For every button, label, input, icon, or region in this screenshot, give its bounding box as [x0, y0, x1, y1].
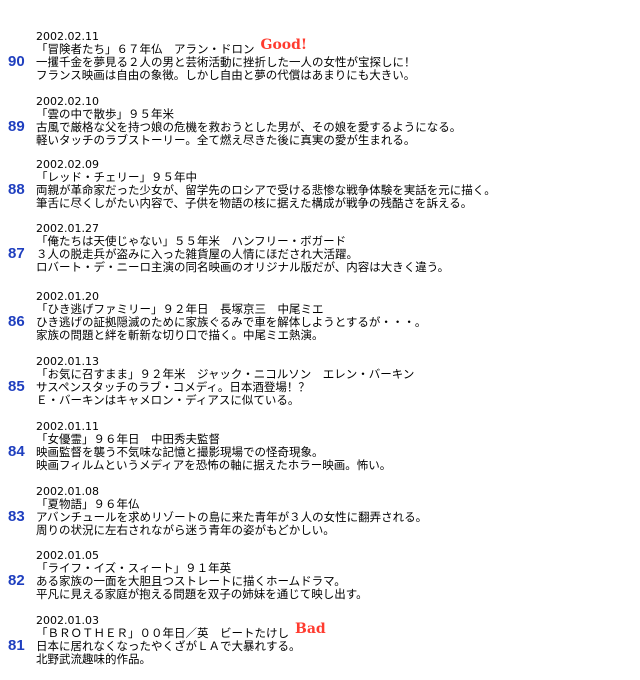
entry-synopsis: 両親が革命家だった少女が、留学先のロシアで受ける悲惨な戦争体験を実話を元に描く。: [36, 183, 496, 197]
movie-entry: 88 2002.02.09 「レッド・チェリー」９５年中 両親が革命家だった少女が、留…: [0, 158, 640, 214]
entry-title: 「ライフ・イズ・スィート」９１年英: [36, 561, 232, 575]
entry-number: 81: [8, 637, 25, 654]
movie-entry: 89 2002.02.10 「雲の中で散歩」９５年米 古風で厳格な父を持つ娘の危機を救…: [0, 95, 640, 151]
entry-title: 「俺たちは天使じゃない」５５年米 ハンフリー・ボガード: [36, 234, 347, 248]
entry-number: 84: [8, 443, 25, 460]
entry-title-line: 「夏物語」９６年仏: [36, 498, 140, 511]
entry-date: 2002.01.27: [36, 222, 99, 235]
entry-number: 89: [8, 118, 25, 135]
movie-entry: 87 2002.01.27 「俺たちは天使じゃない」５５年米 ハンフリー・ボガード ３…: [0, 222, 640, 278]
entry-title-line: 「レッド・チェリー」９５年中: [36, 171, 197, 184]
entry-synopsis: サスペンスタッチのラブ・コメディ。日本酒登場！？: [36, 380, 310, 394]
rating-stamp: Bad: [295, 621, 326, 637]
movie-entry: 86 2002.01.20 「ひき逃げファミリー」９２年日 長塚京三 中尾ミエ ひき逃…: [0, 290, 640, 346]
entry-comment: フランス映画は自由の象徴。しかし自由と夢の代償はあまりにも大きい。: [36, 68, 416, 82]
entry-comment: 軽いタッチのラブストーリー。全て燃え尽きた後に真実の愛が生まれる。: [36, 133, 416, 147]
entry-comment: 筆舌に尽くしがたい内容で、子供を物語の核に据えた構成が戦争の残酷さを訴える。: [36, 196, 473, 210]
movie-entry: 83 2002.01.08 「夏物語」９６年仏 アバンチュールを求めリゾートの島に来た…: [0, 485, 640, 541]
entry-title: 「お気に召すまま」９２年米 ジャック・ニコルソン エレン・バーキン: [36, 367, 415, 381]
entry-comment: 映画フィルムというメディアを恐怖の軸に据えたホラー映画。怖い。: [36, 458, 392, 472]
entry-synopsis: 日本に居れなくなったやくざがＬＡで大暴れする。: [36, 639, 301, 653]
entry-comment: ロバート・デ・ニーロ主演の同名映画のオリジナル版だが、内容は大きく違う。: [36, 260, 450, 274]
entry-date: 2002.01.20: [36, 290, 99, 303]
entry-comment: 家族の問題と絆を斬新な切り口で描く。中尾ミエ熱演。: [36, 328, 324, 342]
entry-number: 88: [8, 181, 25, 198]
entry-title-line: 「ライフ・イズ・スィート」９１年英: [36, 562, 231, 575]
entry-comment: 平凡に見える家庭が抱える問題を双子の姉妹を通じて映し出す。: [36, 587, 368, 601]
entry-title: 「ＢＲＯＴＨＥＲ」００年日／英 ビートたけし: [36, 626, 289, 640]
movie-entry: 90 2002.02.11 「冒険者たち」６７年仏 アラン・ドロン Good! 一攫千金…: [0, 30, 640, 86]
entry-comment: 周りの状況に左右されながら迷う青年の姿がもどかしい。: [36, 523, 335, 537]
rating-stamp: Good!: [260, 37, 308, 53]
entry-title-line: 「俺たちは天使じゃない」５５年米 ハンフリー・ボガード: [36, 235, 346, 248]
entry-synopsis: 一攫千金を夢見る２人の男と芸術活動に挫折した一人の女性が宝探しに！: [36, 55, 416, 69]
entry-title-line: 「雲の中で散歩」９５年米: [36, 108, 174, 121]
entry-title-line: 「お気に召すまま」９２年米 ジャック・ニコルソン エレン・バーキン: [36, 368, 414, 381]
movie-entry: 81 2002.01.03 「ＢＲＯＴＨＥＲ」００年日／英 ビートたけし Bad 日本に…: [0, 614, 640, 670]
entry-date: 2002.01.11: [36, 420, 99, 433]
entry-number: 85: [8, 378, 25, 395]
movie-entry: 82 2002.01.05 「ライフ・イズ・スィート」９１年英 ある家族の一面を大胆且…: [0, 549, 640, 605]
entry-date: 2002.01.08: [36, 485, 99, 498]
entry-title: 「冒険者たち」６７年仏 アラン・ドロン: [36, 42, 255, 56]
entry-title: 「女優霊」９６年日 中田秀夫監督: [36, 432, 220, 446]
movie-entry: 84 2002.01.11 「女優霊」９６年日 中田秀夫監督 映画監督を襲う不気味な記…: [0, 420, 640, 476]
entry-synopsis: 映画監督を襲う不気味な記憶と撮影現場での怪奇現象。: [36, 445, 324, 459]
entry-synopsis: アバンチュールを求めリゾートの島に来た青年が３人の女性に翻弄される。: [36, 510, 428, 524]
entry-comment: 北野武流趣味的作品。: [36, 652, 151, 666]
entry-number: 90: [8, 53, 25, 70]
entry-title: 「レッド・チェリー」９５年中: [36, 170, 197, 184]
entry-date: 2002.01.05: [36, 549, 99, 562]
entry-title-line: 「冒険者たち」６７年仏 アラン・ドロン Good!: [36, 38, 307, 56]
entry-date: 2002.02.10: [36, 95, 99, 108]
entry-number: 87: [8, 245, 25, 262]
entry-synopsis: ある家族の一面を大胆且つストレートに描くホームドラマ。: [36, 574, 346, 588]
entry-title: 「雲の中で散歩」９５年米: [36, 107, 174, 121]
entry-synopsis: ３人の脱走兵が盗みに入った雑貨屋の人情にほだされ大活躍。: [36, 247, 358, 261]
entry-title: 「夏物語」９６年仏: [36, 497, 140, 511]
entry-title-line: 「ＢＲＯＴＨＥＲ」００年日／英 ビートたけし Bad: [36, 622, 326, 640]
entry-comment: Ｅ・バーキンはキャメロン・ディアスに似ている。: [36, 393, 300, 407]
entry-number: 86: [8, 313, 25, 330]
entry-title-line: 「女優霊」９６年日 中田秀夫監督: [36, 433, 220, 446]
entry-number: 83: [8, 508, 25, 525]
entry-date: 2002.01.03: [36, 614, 99, 627]
entry-title: 「ひき逃げファミリー」９２年日 長塚京三 中尾ミエ: [36, 302, 324, 316]
entry-number: 82: [8, 572, 25, 589]
entry-synopsis: 古風で厳格な父を持つ娘の危機を救おうとした男が、その娘を愛するようになる。: [36, 120, 462, 134]
movie-entry: 85 2002.01.13 「お気に召すまま」９２年米 ジャック・ニコルソン エレン…: [0, 355, 640, 411]
entry-date: 2002.02.09: [36, 158, 99, 171]
entry-date: 2002.02.11: [36, 30, 99, 43]
entry-date: 2002.01.13: [36, 355, 99, 368]
entry-title-line: 「ひき逃げファミリー」９２年日 長塚京三 中尾ミエ: [36, 303, 324, 316]
entry-synopsis: ひき逃げの証拠隠滅のために家族ぐるみで車を解体しようとするが・・・。: [36, 315, 427, 329]
